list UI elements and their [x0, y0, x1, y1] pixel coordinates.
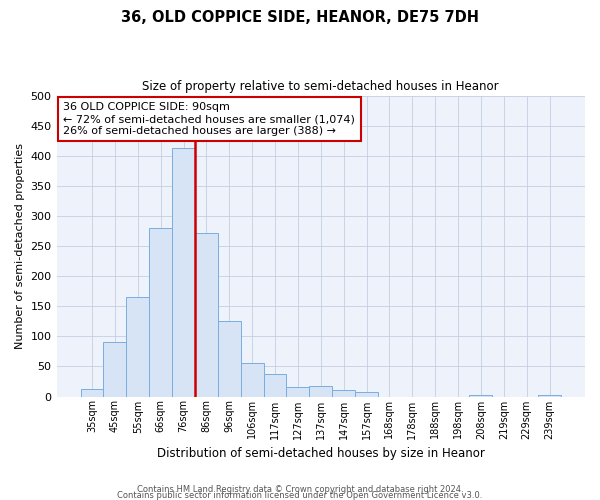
Text: 36, OLD COPPICE SIDE, HEANOR, DE75 7DH: 36, OLD COPPICE SIDE, HEANOR, DE75 7DH [121, 10, 479, 25]
Bar [286, 388, 310, 396]
Bar [263, 374, 286, 396]
Bar [149, 228, 172, 396]
Bar [355, 392, 378, 396]
Bar [332, 390, 355, 396]
Bar [80, 390, 103, 396]
Title: Size of property relative to semi-detached houses in Heanor: Size of property relative to semi-detach… [142, 80, 499, 93]
Bar [172, 148, 195, 396]
Text: Contains HM Land Registry data © Crown copyright and database right 2024.: Contains HM Land Registry data © Crown c… [137, 484, 463, 494]
Bar [103, 342, 127, 396]
Text: Contains public sector information licensed under the Open Government Licence v3: Contains public sector information licen… [118, 490, 482, 500]
X-axis label: Distribution of semi-detached houses by size in Heanor: Distribution of semi-detached houses by … [157, 447, 485, 460]
Text: 36 OLD COPPICE SIDE: 90sqm
← 72% of semi-detached houses are smaller (1,074)
26%: 36 OLD COPPICE SIDE: 90sqm ← 72% of semi… [64, 102, 355, 136]
Y-axis label: Number of semi-detached properties: Number of semi-detached properties [15, 143, 25, 349]
Bar [241, 364, 263, 396]
Bar [310, 386, 332, 396]
Bar [218, 322, 241, 396]
Bar [195, 233, 218, 396]
Bar [127, 297, 149, 396]
